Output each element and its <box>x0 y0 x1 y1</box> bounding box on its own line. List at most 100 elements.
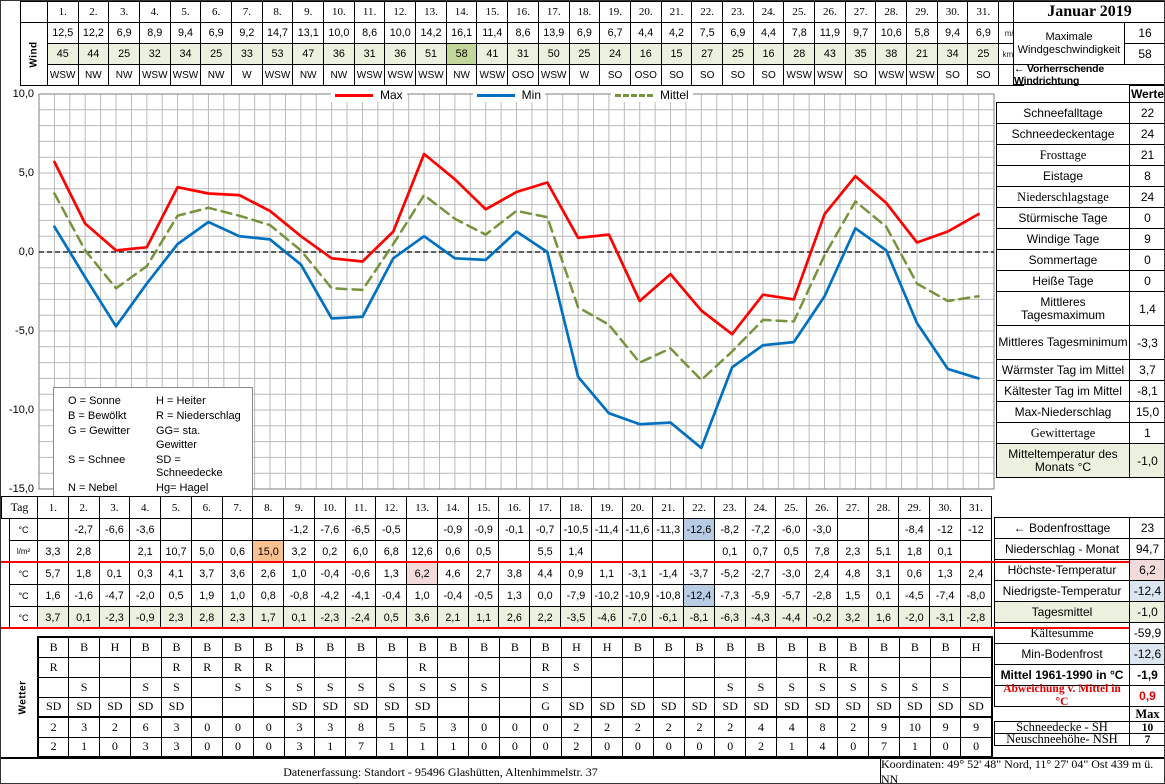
bewoelkung-cell[interactable]: B <box>314 636 347 658</box>
schneedecke-cell[interactable]: SD <box>898 696 931 718</box>
schneehoehe-sh-cell[interactable]: 9 <box>929 716 962 738</box>
schneehoehe-sh-cell[interactable]: 5 <box>375 716 408 738</box>
tmax-cell[interactable]: 0,9 <box>560 562 592 585</box>
bewoelkung-cell[interactable]: B <box>868 636 900 658</box>
wind-speed-kmh-cell[interactable]: 43 <box>814 43 846 65</box>
wind-speed-ms-cell[interactable]: 8,6 <box>353 22 386 44</box>
wind-speed-kmh-cell[interactable]: 44 <box>77 43 110 65</box>
tmin-cell[interactable]: -10,9 <box>621 584 654 607</box>
tmin-cell[interactable]: -7,4 <box>929 584 961 607</box>
wind-direction-cell[interactable]: SO <box>660 64 693 86</box>
tagesmittel-cell[interactable]: -4,3 <box>744 606 777 629</box>
stat-value[interactable]: 9 <box>1129 228 1164 250</box>
bewoelkung-cell[interactable]: B <box>37 636 70 658</box>
wind-speed-kmh-cell[interactable]: 45 <box>46 43 79 65</box>
tmax-cell[interactable]: 3,1 <box>867 562 900 585</box>
wind-speed-kmh-cell[interactable]: 25 <box>108 43 140 65</box>
bewoelkung-cell[interactable]: B <box>160 636 193 658</box>
tmin-cell[interactable]: -0,4 <box>375 584 408 607</box>
neuschnee-nsh-cell[interactable]: 0 <box>468 736 500 758</box>
schnee-cell[interactable]: S <box>468 676 500 698</box>
tmin-cell[interactable]: -2,0 <box>129 584 162 607</box>
wind-speed-ms-cell[interactable]: 4,4 <box>752 22 785 44</box>
day-header[interactable]: 13. <box>415 1 447 23</box>
regen-cell[interactable] <box>68 656 101 678</box>
wind-speed-ms-cell[interactable]: 12,5 <box>46 22 79 44</box>
tmax-cell[interactable]: 0,1 <box>98 562 131 585</box>
wind-direction-cell[interactable]: SO <box>721 64 754 86</box>
tagesmittel-cell[interactable]: -4,4 <box>775 606 808 629</box>
schneehoehe-sh-cell[interactable]: 2 <box>591 716 624 738</box>
schneehoehe-sh-cell[interactable]: 2 <box>683 716 716 738</box>
tmax-cell[interactable]: 1,8 <box>67 562 100 585</box>
regen-cell[interactable]: R <box>837 656 870 678</box>
schnee-cell[interactable]: S <box>529 676 562 698</box>
schneehoehe-sh-cell[interactable]: 3 <box>283 716 316 738</box>
neuschnee-nsh-cell[interactable]: 0 <box>837 736 870 758</box>
wind-direction-cell[interactable]: WSW <box>353 64 386 86</box>
tmin-cell[interactable]: -10,8 <box>652 584 685 607</box>
regen-cell[interactable] <box>652 656 685 678</box>
wind-speed-ms-cell[interactable]: 14,7 <box>261 22 294 44</box>
day-header[interactable]: 4. <box>138 1 171 23</box>
wind-speed-ms-cell[interactable]: 14,2 <box>415 22 447 44</box>
tmax-cell[interactable]: -3,0 <box>775 562 808 585</box>
wind-speed-kmh-cell[interactable]: 36 <box>384 43 417 65</box>
wind-speed-kmh-cell[interactable]: 24 <box>599 43 631 65</box>
regen-cell[interactable]: R <box>529 656 562 678</box>
day-header[interactable]: 14. <box>445 1 478 23</box>
tmax-cell[interactable]: 2,4 <box>959 562 992 585</box>
niederschlag-cell[interactable]: 1,4 <box>560 540 592 563</box>
tmax-cell[interactable]: 1,1 <box>590 562 623 585</box>
niederschlag-cell[interactable]: 5,1 <box>867 540 900 563</box>
regen-cell[interactable] <box>929 656 962 678</box>
schneehoehe-sh-cell[interactable]: 5 <box>406 716 439 738</box>
bodenfrost-cell[interactable]: -1,2 <box>283 518 315 541</box>
wind-speed-kmh-cell[interactable]: 25 <box>200 43 232 65</box>
stat-value[interactable]: 0 <box>1129 207 1164 229</box>
day-header[interactable]: 17. <box>537 1 570 23</box>
bewoelkung-cell[interactable]: B <box>345 636 377 658</box>
schneedecke-cell[interactable]: SD <box>868 696 900 718</box>
tagesmittel-cell[interactable]: -2,0 <box>898 606 931 629</box>
neuschnee-nsh-cell[interactable]: 1 <box>68 736 101 758</box>
schnee-cell[interactable]: S <box>868 676 900 698</box>
schnee-cell[interactable]: S <box>837 676 870 698</box>
bewoelkung-cell[interactable]: B <box>837 636 870 658</box>
schneedecke-cell[interactable]: SD <box>375 696 408 718</box>
regen-cell[interactable] <box>345 656 377 678</box>
bodenfrost-cell[interactable] <box>252 518 285 541</box>
wind-speed-kmh-cell[interactable]: 47 <box>292 43 325 65</box>
regen-cell[interactable]: R <box>406 656 439 678</box>
neuschnee-nsh-cell[interactable]: 3 <box>160 736 193 758</box>
day-header[interactable]: 15. <box>476 1 509 23</box>
tmax-cell[interactable]: -0,6 <box>344 562 377 585</box>
tagesmittel-cell[interactable]: -0,9 <box>129 606 162 629</box>
wind-direction-cell[interactable]: W <box>568 64 601 86</box>
schneedecke-cell[interactable]: SD <box>683 696 716 718</box>
schnee-cell[interactable]: S <box>222 676 254 698</box>
tagesmittel-cell[interactable]: 1,6 <box>867 606 900 629</box>
schnee-cell[interactable]: S <box>345 676 377 698</box>
neuschnee-nsh-cell[interactable]: 0 <box>929 736 962 758</box>
day-header[interactable]: 5. <box>160 496 192 519</box>
regen-cell[interactable] <box>375 656 408 678</box>
tagesmittel-cell[interactable]: 2,1 <box>436 606 469 629</box>
regen-cell[interactable]: R <box>37 656 70 678</box>
regen-cell[interactable] <box>498 656 531 678</box>
wind-speed-ms-cell[interactable]: 6,9 <box>568 22 601 44</box>
niederschlag-cell[interactable]: 6,0 <box>344 540 377 563</box>
day-header[interactable]: 6. <box>200 1 232 23</box>
schneedecke-cell[interactable] <box>437 696 470 718</box>
tmin-cell[interactable]: -1,6 <box>67 584 100 607</box>
regen-cell[interactable] <box>622 656 654 678</box>
day-header[interactable]: 13. <box>406 496 438 519</box>
neuschnee-nsh-cell[interactable]: 2 <box>37 736 70 758</box>
neuschnee-nsh-cell[interactable]: 0 <box>99 736 131 758</box>
tmax-cell[interactable]: 6,2 <box>406 562 438 585</box>
wind-speed-ms-cell[interactable]: 9,7 <box>844 22 877 44</box>
schnee-cell[interactable]: S <box>775 676 808 698</box>
day-header[interactable]: 2. <box>77 1 110 23</box>
niederschlag-cell[interactable] <box>498 540 531 563</box>
tmax-cell[interactable]: 0,3 <box>129 562 162 585</box>
